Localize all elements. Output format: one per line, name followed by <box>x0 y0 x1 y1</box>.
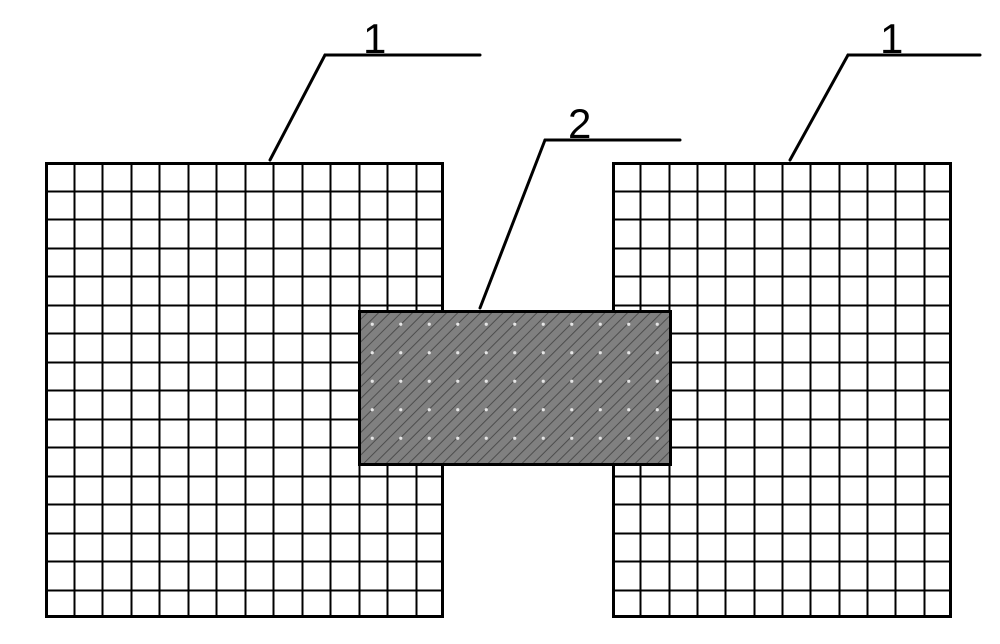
label-1-right: 1 <box>880 15 903 63</box>
label-2: 2 <box>568 100 591 148</box>
diagram-stage: 1 1 2 <box>0 0 1000 644</box>
label-1-left: 1 <box>363 15 386 63</box>
center-hatched-svg <box>358 310 672 466</box>
center-hatched-block <box>358 310 672 466</box>
